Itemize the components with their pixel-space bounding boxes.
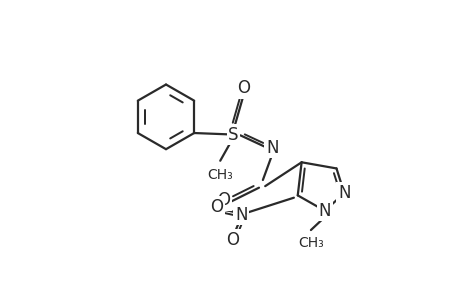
Text: N: N [235, 206, 247, 224]
Text: O: O [226, 231, 239, 249]
Text: CH₃: CH₃ [207, 168, 233, 182]
Text: S: S [228, 126, 238, 144]
Text: O: O [209, 198, 223, 216]
Text: O: O [236, 80, 249, 98]
Text: CH₃: CH₃ [297, 236, 323, 250]
Text: O: O [217, 191, 230, 209]
Text: N: N [265, 139, 278, 157]
Text: N: N [337, 184, 350, 202]
Text: N: N [318, 202, 330, 220]
